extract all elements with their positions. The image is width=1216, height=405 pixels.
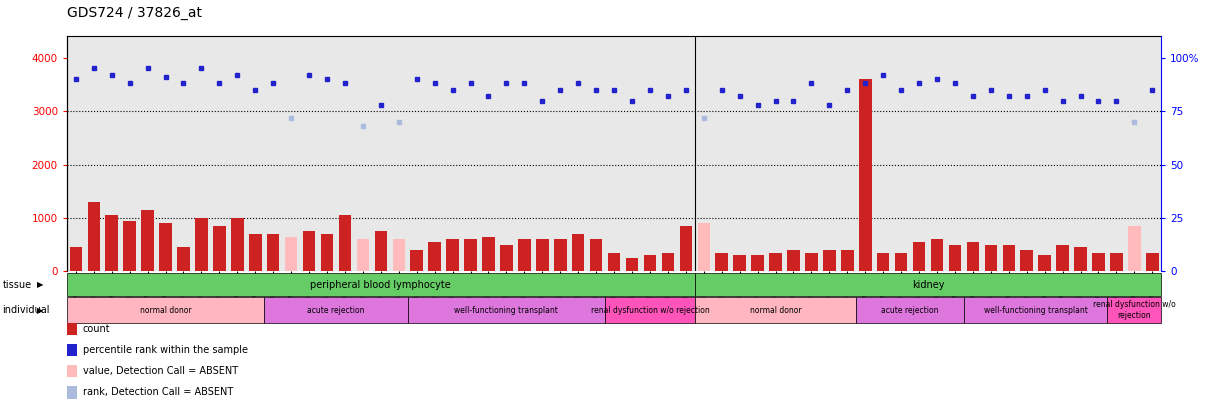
Text: tissue: tissue [2,279,32,290]
Text: normal donor: normal donor [750,305,801,315]
Bar [680,226,692,271]
Text: ▶: ▶ [36,280,43,289]
Bar [698,223,710,271]
Bar [751,255,764,271]
Bar [356,239,370,271]
Bar [895,253,907,271]
Bar [823,250,835,271]
Text: renal dysfunction w/o rejection: renal dysfunction w/o rejection [591,305,709,315]
Bar [805,253,817,271]
Bar [948,245,961,271]
Bar [339,215,351,271]
Bar [1002,245,1015,271]
Bar [662,253,674,271]
Bar [411,250,423,271]
Bar [1074,247,1087,271]
Bar [393,239,405,271]
Text: count: count [83,324,111,334]
Bar [123,221,136,271]
Bar [1057,245,1069,271]
Bar [930,239,944,271]
Text: percentile rank within the sample: percentile rank within the sample [83,345,248,355]
Bar [1128,226,1141,271]
Bar [465,239,477,271]
Bar [483,237,495,271]
Bar [1038,255,1051,271]
Bar [1020,250,1034,271]
Bar [626,258,638,271]
Bar [913,242,925,271]
Bar [770,253,782,271]
Bar [88,202,100,271]
Bar [69,247,83,271]
Bar [321,234,333,271]
Bar [985,245,997,271]
Bar [608,253,620,271]
Text: acute rejection: acute rejection [308,305,365,315]
Bar [428,242,441,271]
Bar [1110,253,1122,271]
Bar [858,79,872,271]
Bar [518,239,530,271]
Bar [1145,253,1159,271]
Bar [967,242,979,271]
Text: ▶: ▶ [36,305,43,315]
Bar [106,215,118,271]
Bar [231,218,243,271]
Text: GDS724 / 37826_at: GDS724 / 37826_at [67,6,202,20]
Bar [375,231,387,271]
Text: peripheral blood lymphocyte: peripheral blood lymphocyte [310,279,451,290]
Bar [841,250,854,271]
Bar [1092,253,1105,271]
Bar [500,245,513,271]
Text: well-functioning transplant: well-functioning transplant [984,305,1087,315]
Bar [178,247,190,271]
Bar [141,210,154,271]
Text: kidney: kidney [912,279,945,290]
Bar [249,234,261,271]
Text: well-functioning transplant: well-functioning transplant [455,305,558,315]
Bar [643,255,657,271]
Bar [554,239,567,271]
Bar [715,253,728,271]
Bar [159,223,171,271]
Bar [787,250,800,271]
Bar [303,231,315,271]
Text: renal dysfunction w/o
rejection: renal dysfunction w/o rejection [1093,301,1176,320]
Bar [733,255,745,271]
Bar [536,239,548,271]
Text: rank, Detection Call = ABSENT: rank, Detection Call = ABSENT [83,388,233,397]
Text: value, Detection Call = ABSENT: value, Detection Call = ABSENT [83,367,238,376]
Bar [213,226,226,271]
Text: normal donor: normal donor [140,305,191,315]
Bar [268,234,280,271]
Text: acute rejection: acute rejection [882,305,939,315]
Bar [446,239,458,271]
Bar [195,218,208,271]
Text: individual: individual [2,305,50,315]
Bar [285,237,298,271]
Bar [572,234,585,271]
Bar [877,253,889,271]
Bar [590,239,602,271]
